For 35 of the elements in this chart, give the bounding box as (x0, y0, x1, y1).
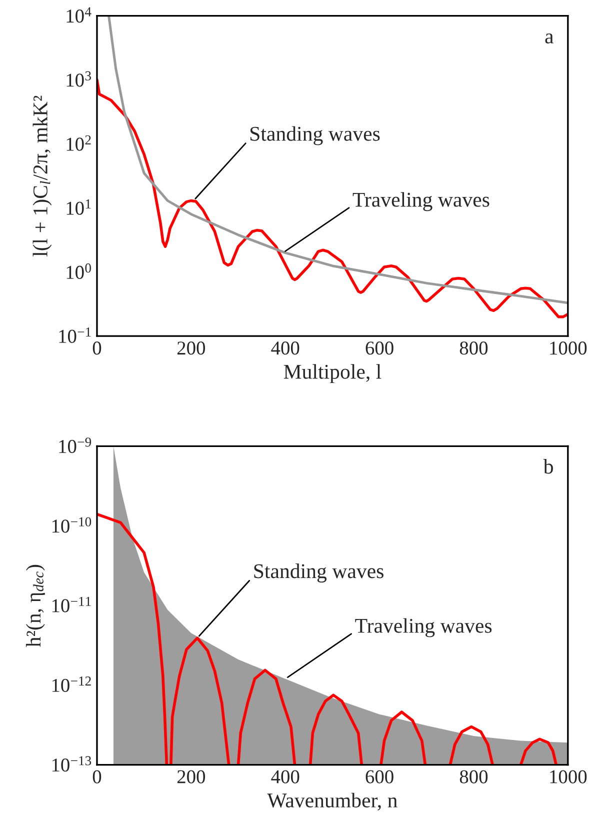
annotation: Traveling waves (352, 192, 490, 212)
x-tick-label: 200 (177, 342, 206, 355)
y-tick-label: 10$^{1}$ (66, 199, 91, 215)
x-tick-label: 400 (271, 770, 300, 784)
y-tick-label: 10$^{−11}$ (52, 596, 91, 612)
x-tick-label: 600 (366, 342, 394, 355)
y-tick-label: 10$^{−9}$ (59, 438, 92, 454)
y-axis-title: h²(n, η$_{dec}$) (26, 564, 45, 647)
line-series (108, 16, 568, 304)
line-series (96, 78, 568, 318)
x-tick-label: 800 (460, 342, 488, 355)
y-tick-label: 10$^{−10}$ (52, 517, 92, 533)
y-tick-label: 10$^{−13}$ (52, 756, 92, 772)
x-tick-label: 200 (177, 770, 206, 784)
annotation: Standing waves (254, 564, 384, 582)
x-axis-title: Multipole, l (284, 364, 382, 384)
y-tick-label: 10$^{0}$ (66, 263, 91, 279)
x-axis-title: Wavenumber, n (267, 792, 398, 810)
y-tick-label: 10$^{2}$ (66, 135, 91, 151)
y-tick-label: 10$^{4}$ (66, 7, 92, 23)
x-tick-label: 400 (271, 342, 300, 355)
y-axis-title: l(l + 1)C$_{l}$/2π, mkK² (32, 96, 52, 256)
y-tick-label: 10$^{−1}$ (59, 327, 91, 343)
x-tick-label: 1000 (550, 342, 587, 355)
y-tick-label: 10$^{−12}$ (52, 676, 91, 692)
y-tick-label: 10$^{3}$ (66, 71, 91, 87)
annotation: a (545, 34, 554, 44)
x-tick-label: 0 (92, 342, 102, 355)
x-tick-label: 0 (92, 770, 102, 784)
x-tick-label: 1000 (550, 770, 587, 784)
annotation: b (543, 459, 553, 474)
annotation: Traveling waves (355, 618, 492, 638)
x-tick-label: 800 (460, 770, 488, 784)
annotation: Standing waves (250, 126, 380, 146)
x-tick-label: 600 (366, 770, 394, 784)
